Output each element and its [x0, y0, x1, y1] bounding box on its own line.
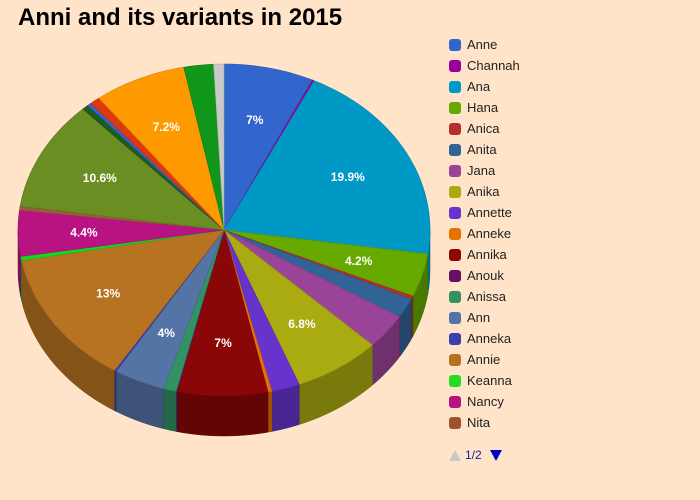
legend-label: Ann: [467, 310, 491, 325]
legend-item[interactable]: Anouk: [449, 265, 520, 286]
triangle-up-icon[interactable]: [449, 449, 461, 461]
pie-slice[interactable]: [21, 229, 225, 371]
legend-label: Nita: [467, 415, 491, 430]
legend-item[interactable]: Annika: [449, 244, 520, 265]
legend-label: Anouk: [467, 268, 504, 283]
pager-page-text: 1/2: [465, 448, 482, 462]
legend-item[interactable]: Annette: [449, 202, 520, 223]
pie-slice[interactable]: [223, 229, 374, 385]
slice-data-label: 6.8%: [288, 317, 316, 331]
pie-slice[interactable]: [223, 63, 313, 232]
legend-label: Anneke: [467, 226, 512, 241]
pie-slice[interactable]: [98, 66, 225, 232]
legend-swatch: [449, 101, 461, 114]
legend-item[interactable]: Annie: [449, 349, 520, 370]
legend-item[interactable]: Anissa: [449, 286, 520, 307]
legend-label: Channah: [467, 58, 520, 73]
slice-data-label: 7%: [214, 336, 232, 350]
legend-swatch: [449, 353, 461, 366]
pie-slice-side: [163, 388, 177, 432]
legend-label: Annette: [467, 205, 512, 220]
legend-item[interactable]: Anika: [449, 181, 520, 202]
pie-slice-side: [267, 391, 273, 433]
legend-item[interactable]: Keanna: [449, 370, 520, 391]
legend-swatch: [449, 143, 461, 156]
slice-data-label: 13%: [96, 287, 120, 301]
legend-swatch: [449, 185, 461, 198]
legend-swatch: [449, 38, 461, 51]
pie-slice[interactable]: [17, 209, 225, 257]
legend-item[interactable]: Anita: [449, 139, 520, 160]
legend-item[interactable]: Anica: [449, 118, 520, 139]
legend-item[interactable]: Ann: [449, 307, 520, 328]
pie-slice-side: [177, 391, 269, 437]
legend-label: Hana: [467, 100, 499, 115]
legend-label: Ana: [467, 79, 491, 94]
chart-title: Anni and its variants in 2015: [18, 4, 343, 31]
pie-slice[interactable]: [115, 229, 225, 390]
pie-slice-side: [271, 384, 300, 432]
legend-swatch: [449, 248, 461, 261]
pie-slice[interactable]: [19, 108, 225, 231]
legend-swatch: [449, 374, 461, 387]
legend-item[interactable]: Anne: [449, 34, 520, 55]
legend-item[interactable]: Hana: [449, 97, 520, 118]
legend-item[interactable]: Anneke: [449, 223, 520, 244]
legend-label: Annika: [467, 247, 507, 262]
legend-label: Anissa: [467, 289, 507, 304]
legend-swatch: [449, 227, 461, 240]
legend-label: Annie: [467, 352, 501, 367]
legend-swatch: [449, 416, 461, 429]
pie-slice[interactable]: [183, 63, 225, 231]
pie-side-walls: [17, 229, 431, 437]
legend-label: Anne: [467, 37, 498, 52]
slice-data-label: 19.9%: [331, 170, 365, 184]
legend-swatch: [449, 311, 461, 324]
legend-label: Anita: [467, 142, 497, 157]
legend-item[interactable]: Jana: [449, 160, 520, 181]
slice-data-label: 7.2%: [153, 120, 181, 134]
pie-slice[interactable]: [223, 229, 300, 392]
legend-label: Anica: [467, 121, 500, 136]
slice-data-label: 4.2%: [345, 254, 373, 268]
legend-item[interactable]: Ana: [449, 76, 520, 97]
legend-swatch: [449, 269, 461, 282]
slice-data-label: 10.6%: [83, 171, 117, 185]
slice-data-label: 4.4%: [70, 225, 98, 239]
legend-pager: 1/2: [449, 448, 502, 462]
legend-label: Anika: [467, 184, 500, 199]
legend-swatch: [449, 80, 461, 93]
slice-data-label: 4%: [158, 326, 176, 340]
legend-item[interactable]: Nita: [449, 412, 520, 433]
legend-label: Jana: [467, 163, 496, 178]
legend-label: Nancy: [467, 394, 504, 409]
legend-label: Keanna: [467, 373, 512, 388]
pie-slice[interactable]: [213, 63, 225, 231]
legend-swatch: [449, 122, 461, 135]
legend-swatch: [449, 395, 461, 408]
legend-swatch: [449, 206, 461, 219]
pie-slice[interactable]: [223, 80, 431, 255]
legend-item[interactable]: Nancy: [449, 391, 520, 412]
legend-swatch: [449, 164, 461, 177]
pie-top-faces: [17, 63, 431, 397]
pie-slice[interactable]: [223, 229, 429, 297]
legend-item[interactable]: Anneka: [449, 328, 520, 349]
pie-slice[interactable]: [177, 228, 269, 397]
legend-item[interactable]: Channah: [449, 55, 520, 76]
legend-swatch: [449, 290, 461, 303]
legend-swatch: [449, 332, 461, 345]
pie-slice[interactable]: [223, 229, 401, 346]
legend-swatch: [449, 59, 461, 72]
pie-slice-side: [114, 370, 117, 412]
pie-chart: 7% 19.9% 4.2% 6.8% 7% 4% 13% 4.4% 10.6% 7.2%: [17, 63, 431, 437]
legend-label: Anneka: [467, 331, 512, 346]
pie-data-labels: 7% 19.9% 4.2% 6.8% 7% 4% 13% 4.4% 10.6% 7.2%: [70, 113, 372, 350]
pie-slice[interactable]: [223, 229, 412, 318]
triangle-down-icon[interactable]: [489, 449, 502, 461]
slice-data-label: 7%: [246, 113, 264, 127]
legend: Anne Channah Ana Hana Anica Anita Jana Anika Ann…: [449, 34, 520, 433]
